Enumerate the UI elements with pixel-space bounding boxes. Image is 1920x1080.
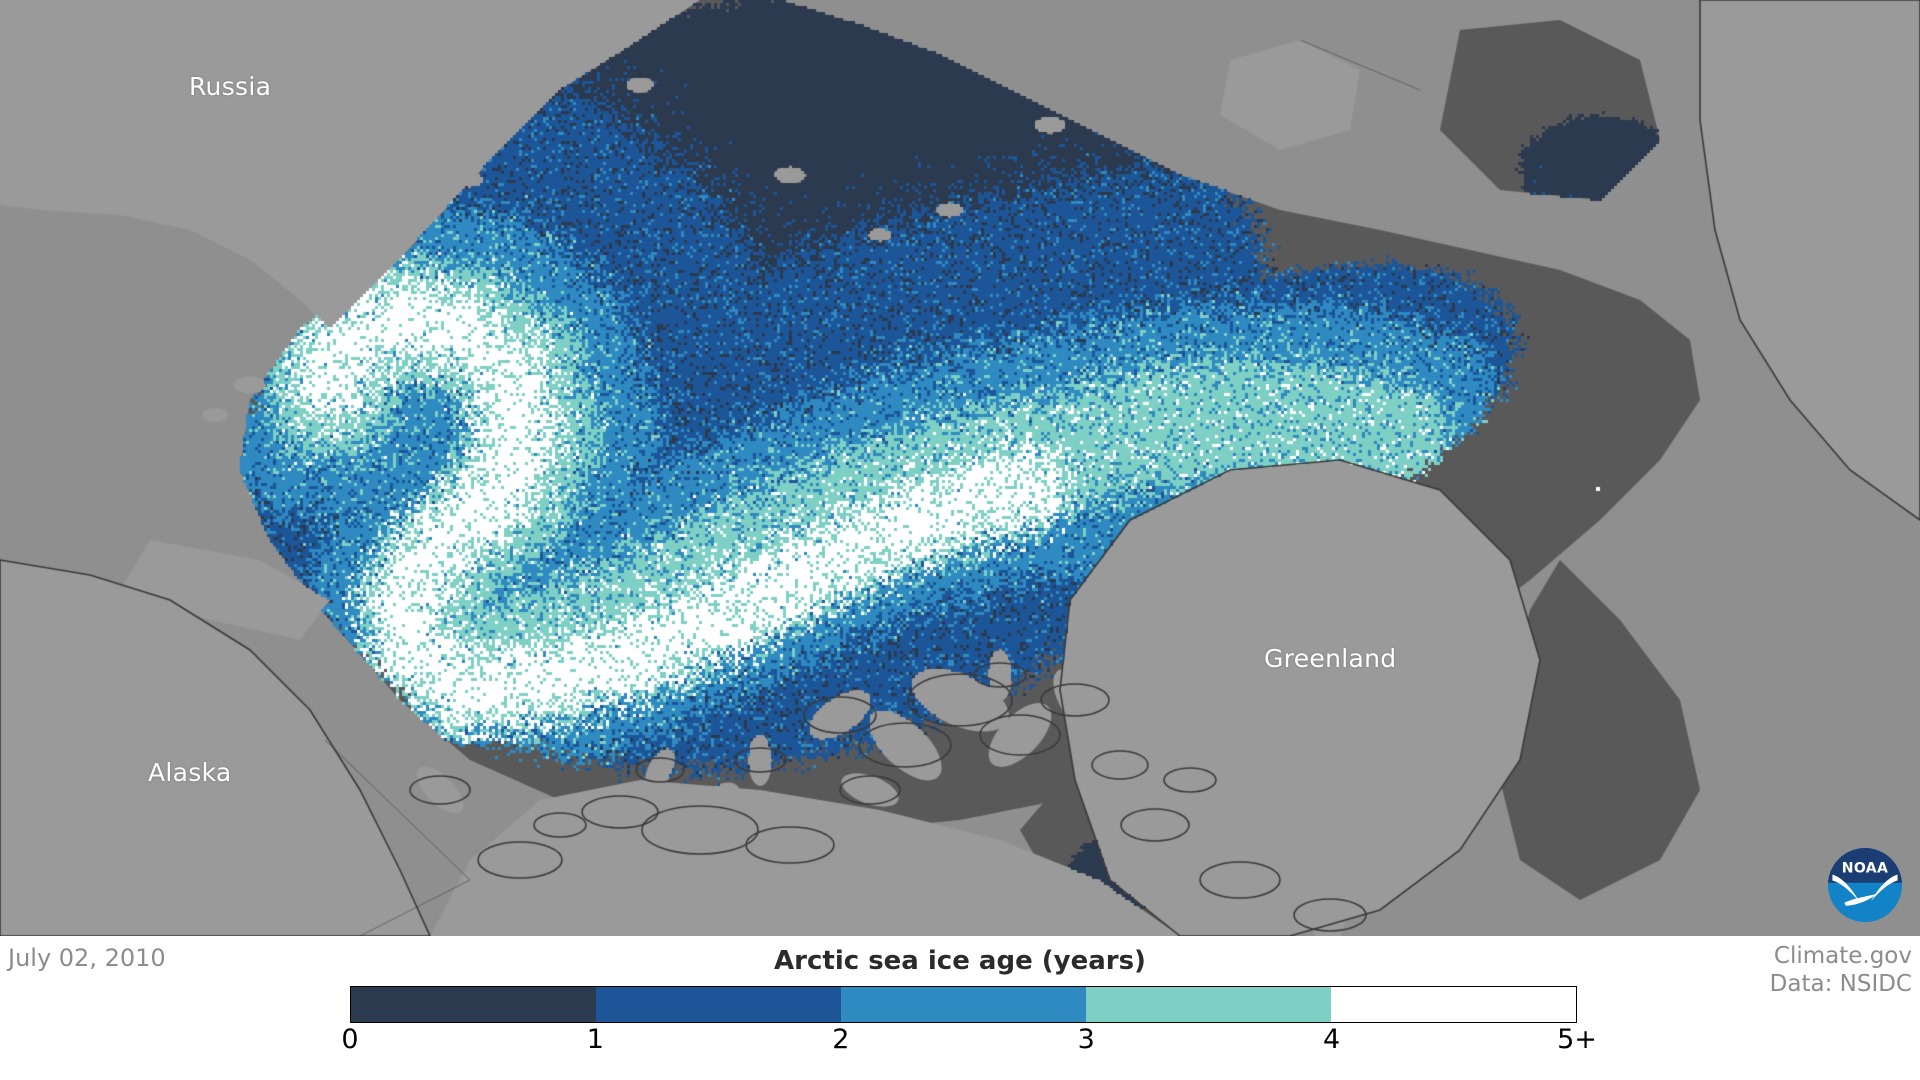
- legend-title: Arctic sea ice age (years): [774, 946, 1146, 976]
- legend-tick-3: 3: [1077, 1024, 1095, 1055]
- credit-data-source: Data: NSIDC: [1769, 971, 1912, 998]
- legend-tick-0: 0: [341, 1024, 359, 1055]
- footer-bar: July 02, 2010 Arctic sea ice age (years)…: [0, 936, 1920, 1080]
- legend-segment-0-1: [351, 987, 596, 1022]
- noaa-logo: NOAA: [1828, 848, 1902, 922]
- legend-tick-4: 4: [1323, 1024, 1341, 1055]
- date-label: July 02, 2010: [8, 944, 166, 972]
- color-legend-bar: [350, 986, 1577, 1023]
- credit-climate-gov: Climate.gov: [1773, 943, 1912, 969]
- legend-tick-2: 2: [832, 1024, 850, 1055]
- credits-block: Climate.gov Data: NSIDC: [1770, 942, 1912, 998]
- color-legend-ticks: 0 1 2 3 4 5+: [341, 1024, 1597, 1064]
- noaa-logo-text: NOAA: [1842, 860, 1889, 876]
- legend-segment-4-5+: [1331, 987, 1576, 1022]
- legend-tick-1: 1: [586, 1024, 604, 1055]
- legend-segment-2-3: [841, 987, 1086, 1022]
- legend-tick-5plus: 5+: [1557, 1024, 1597, 1055]
- arctic-sea-ice-map: Russia Alaska Greenland NOAA: [0, 0, 1920, 936]
- legend-segment-3-4: [1086, 987, 1331, 1022]
- sea-ice-age-raster: [0, 0, 1920, 936]
- legend-segment-1-2: [596, 987, 841, 1022]
